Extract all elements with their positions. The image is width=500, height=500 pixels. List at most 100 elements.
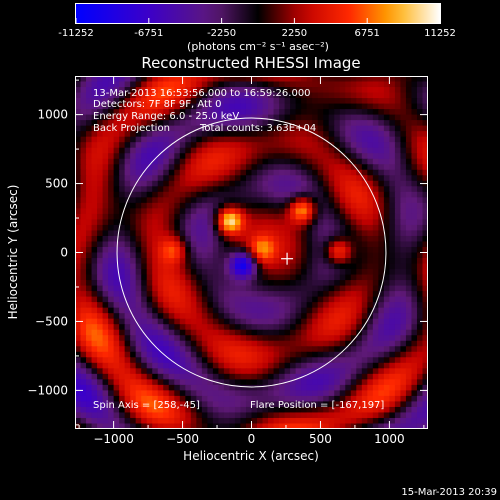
heatmap-cell — [339, 313, 346, 320]
heatmap-cell — [119, 324, 126, 331]
heatmap-cell — [339, 219, 346, 226]
heatmap-cell — [119, 114, 126, 121]
heatmap-cell — [245, 417, 253, 425]
heatmap-cell — [279, 92, 286, 99]
heatmap-cell — [196, 224, 203, 232]
heatmap-cell — [141, 136, 148, 143]
heatmap-cell — [152, 246, 159, 254]
heatmap-cell — [168, 329, 175, 336]
heatmap-cell — [207, 401, 214, 408]
heatmap-cell — [185, 373, 192, 380]
heatmap-cell — [119, 175, 126, 182]
heatmap-cell — [306, 406, 313, 414]
heatmap-cell — [422, 191, 428, 198]
heatmap-cell — [356, 263, 363, 270]
annotation-flare-position: Flare Position = [-167,197] — [250, 400, 384, 411]
heatmap-cell — [113, 76, 120, 83]
heatmap-cell — [240, 329, 247, 336]
heatmap-cell — [367, 373, 374, 380]
heatmap-cell — [97, 274, 104, 281]
heatmap-cell — [268, 401, 275, 408]
heatmap-cell — [196, 346, 203, 353]
heatmap-cell — [168, 114, 175, 121]
heatmap-cell — [240, 280, 247, 287]
heatmap-cell — [91, 191, 98, 198]
heatmap-cell — [207, 147, 214, 154]
heatmap-cell — [146, 357, 153, 364]
heatmap-cell — [163, 87, 170, 94]
heatmap-cell — [102, 213, 109, 221]
heatmap-cell — [356, 136, 363, 143]
heatmap-cell — [190, 263, 197, 270]
heatmap-cell — [190, 313, 197, 320]
heatmap-cell — [279, 395, 286, 403]
heatmap-cell — [334, 87, 341, 94]
heatmap-cell — [185, 208, 192, 215]
heatmap-cell — [328, 280, 335, 287]
heatmap-cell — [190, 362, 197, 369]
heatmap-cell — [411, 291, 418, 298]
heatmap-cell — [317, 186, 324, 193]
heatmap-cell — [268, 263, 275, 270]
heatmap-cell — [86, 120, 93, 127]
heatmap-cell — [251, 357, 258, 364]
heatmap-cell — [251, 412, 258, 419]
heatmap-cell — [124, 252, 131, 259]
heatmap-cell — [86, 235, 93, 243]
heatmap-cell — [262, 142, 269, 149]
heatmap-cell — [234, 136, 242, 143]
heatmap-cell — [334, 92, 341, 99]
heatmap-cell — [196, 368, 203, 375]
heatmap-cell — [339, 324, 346, 331]
heatmap-cell — [201, 417, 208, 425]
heatmap-cell — [334, 136, 341, 143]
heatmap-cell — [422, 395, 428, 403]
heatmap-cell — [411, 362, 418, 369]
heatmap-cell — [245, 357, 253, 364]
heatmap-cell — [345, 401, 352, 408]
heatmap-cell — [91, 296, 98, 303]
heatmap-cell — [405, 131, 413, 138]
solar-limb-circle — [116, 117, 387, 388]
heatmap-cell — [350, 258, 357, 265]
heatmap-cell — [102, 98, 109, 105]
heatmap-cell — [405, 357, 413, 364]
heatmap-cell — [86, 269, 93, 276]
heatmap-cell — [240, 158, 247, 165]
heatmap-cell — [345, 340, 352, 347]
heatmap-cell — [411, 197, 418, 204]
heatmap-cell — [389, 98, 396, 105]
heatmap-cell — [394, 285, 402, 292]
heatmap-cell — [174, 401, 181, 408]
heatmap-cell — [334, 191, 341, 198]
heatmap-cell — [141, 401, 148, 408]
heatmap-cell — [80, 109, 87, 116]
heatmap-cell — [416, 274, 424, 281]
heatmap-cell — [257, 406, 264, 414]
heatmap-cell — [389, 346, 396, 353]
heatmap-cell — [218, 224, 225, 232]
heatmap-cell — [86, 202, 93, 209]
heatmap-cell — [91, 346, 98, 353]
heatmap-cell — [422, 109, 428, 116]
heatmap-cell — [290, 180, 297, 187]
heatmap-cell — [135, 92, 142, 99]
heatmap-cell — [80, 186, 87, 193]
heatmap-cell — [372, 87, 379, 94]
heatmap-cell — [284, 351, 291, 358]
heatmap-cell — [323, 125, 330, 132]
heatmap-cell — [367, 423, 374, 429]
heatmap-cell — [383, 109, 390, 116]
heatmap-cell — [378, 384, 385, 391]
heatmap-cell — [108, 357, 115, 364]
heatmap-cell — [163, 219, 170, 226]
colorbar-frame — [75, 3, 441, 24]
heatmap-cell — [389, 87, 396, 94]
heatmap-cell — [405, 362, 413, 369]
heatmap-cell — [400, 379, 407, 386]
heatmap-cell — [146, 241, 153, 248]
heatmap-cell — [240, 324, 247, 331]
heatmap-cell — [174, 390, 181, 397]
heatmap-cell — [179, 136, 186, 143]
heatmap-cell — [75, 235, 82, 243]
